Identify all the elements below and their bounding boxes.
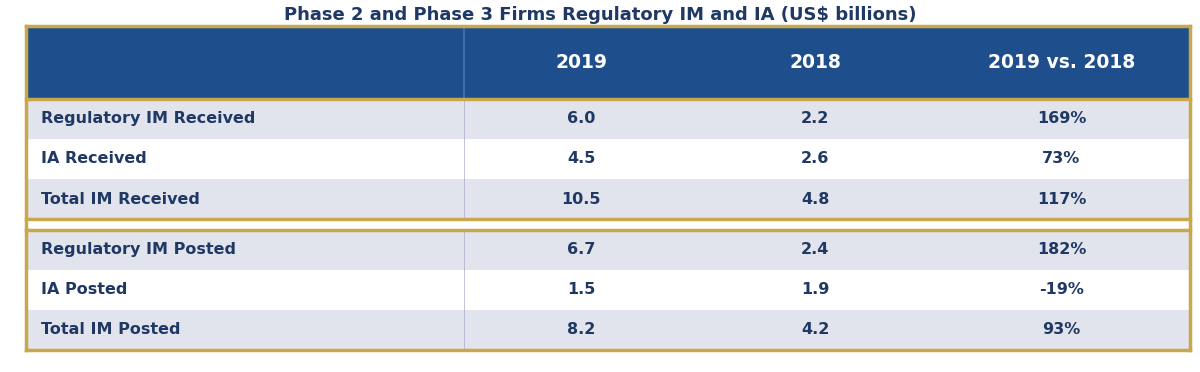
Text: 93%: 93%	[1043, 323, 1080, 337]
Text: 2.4: 2.4	[802, 242, 829, 257]
Text: 4.5: 4.5	[568, 151, 595, 166]
Text: 73%: 73%	[1043, 151, 1080, 166]
Text: 4.8: 4.8	[802, 192, 829, 206]
Text: 10.5: 10.5	[562, 192, 601, 206]
Text: 1.9: 1.9	[802, 282, 829, 297]
FancyBboxPatch shape	[26, 179, 1190, 219]
FancyBboxPatch shape	[26, 139, 1190, 179]
Text: 8.2: 8.2	[568, 323, 595, 337]
Text: Phase 2 and Phase 3 Firms Regulatory IM and IA (US$ billions): Phase 2 and Phase 3 Firms Regulatory IM …	[283, 6, 917, 23]
Text: Total IM Received: Total IM Received	[41, 192, 199, 206]
Text: 2019: 2019	[556, 53, 607, 72]
FancyBboxPatch shape	[26, 219, 1190, 230]
Text: 182%: 182%	[1037, 242, 1086, 257]
FancyBboxPatch shape	[26, 99, 1190, 139]
FancyBboxPatch shape	[26, 26, 1190, 99]
Text: 169%: 169%	[1037, 111, 1086, 126]
FancyBboxPatch shape	[26, 310, 1190, 350]
Text: Regulatory IM Received: Regulatory IM Received	[41, 111, 256, 126]
Text: IA Posted: IA Posted	[41, 282, 127, 297]
Text: 1.5: 1.5	[568, 282, 595, 297]
Text: 2.2: 2.2	[802, 111, 829, 126]
Text: -19%: -19%	[1039, 282, 1084, 297]
Text: Total IM Posted: Total IM Posted	[41, 323, 180, 337]
Text: 6.7: 6.7	[568, 242, 595, 257]
Text: 2.6: 2.6	[802, 151, 829, 166]
Text: Regulatory IM Posted: Regulatory IM Posted	[41, 242, 236, 257]
Text: 4.2: 4.2	[802, 323, 829, 337]
FancyBboxPatch shape	[26, 230, 1190, 270]
FancyBboxPatch shape	[26, 270, 1190, 310]
Text: 2018: 2018	[790, 53, 841, 72]
Text: 2019 vs. 2018: 2019 vs. 2018	[988, 53, 1135, 72]
Text: 6.0: 6.0	[568, 111, 595, 126]
Text: 117%: 117%	[1037, 192, 1086, 206]
Text: IA Received: IA Received	[41, 151, 146, 166]
